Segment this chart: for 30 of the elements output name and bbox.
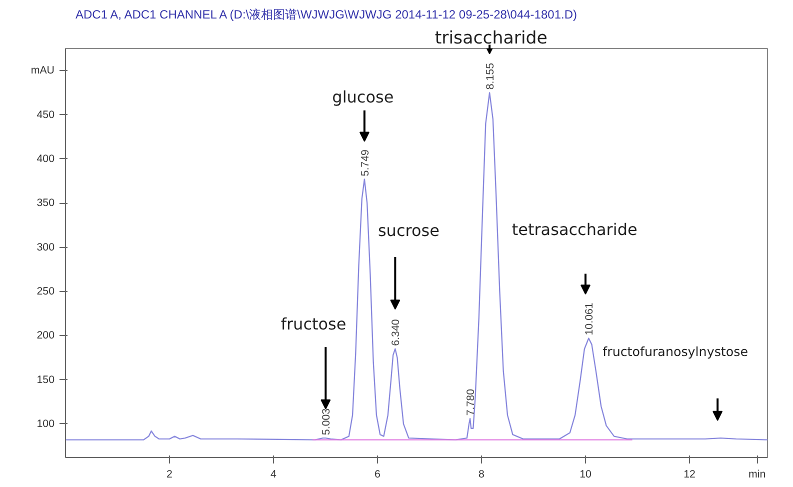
y-tick-label: 150 <box>36 374 55 386</box>
annotation: 5.749 <box>359 150 372 176</box>
y-tick-label: 450 <box>36 108 55 121</box>
annotation: 6.340 <box>390 319 402 346</box>
x-tick-label: 12 <box>684 468 696 480</box>
y-tick-label: 300 <box>36 241 55 254</box>
y-tick-label: 350 <box>36 197 55 210</box>
annotation: 10.061 <box>584 302 596 336</box>
x-tick-label: 6 <box>374 468 381 480</box>
x-tick-label: 8 <box>478 468 485 480</box>
annotation: fructose <box>280 314 346 334</box>
annotation: fructofuranosylnystose <box>602 344 748 359</box>
annotation: sucrose <box>378 220 440 240</box>
x-tick-label: min <box>748 468 766 480</box>
y-tick-label: 250 <box>36 285 55 298</box>
x-tick-label: 10 <box>580 468 592 480</box>
y-tick-label: 100 <box>36 418 55 430</box>
annotation: tetrasaccharide <box>512 220 638 240</box>
chart-title: ADC1 A, ADC1 CHANNEL A (D:\液相图谱\WJWJG\WJWJG 2014-11-12 09-25-28\044-1801.D) <box>76 8 577 22</box>
y-tick-label: 200 <box>36 330 55 342</box>
annotation: 8.155 <box>484 62 497 90</box>
y-tick-label: mAU <box>30 64 55 77</box>
annotation: glucose <box>332 88 394 107</box>
annotation: trisaccharide <box>434 28 548 48</box>
annotation: 7.780 <box>465 388 478 416</box>
x-tick-label: 2 <box>166 468 173 480</box>
y-tick-label: 400 <box>36 152 55 165</box>
line-series <box>66 92 768 440</box>
annotation: 5.003 <box>320 408 333 436</box>
x-tick-label: 4 <box>270 468 277 480</box>
